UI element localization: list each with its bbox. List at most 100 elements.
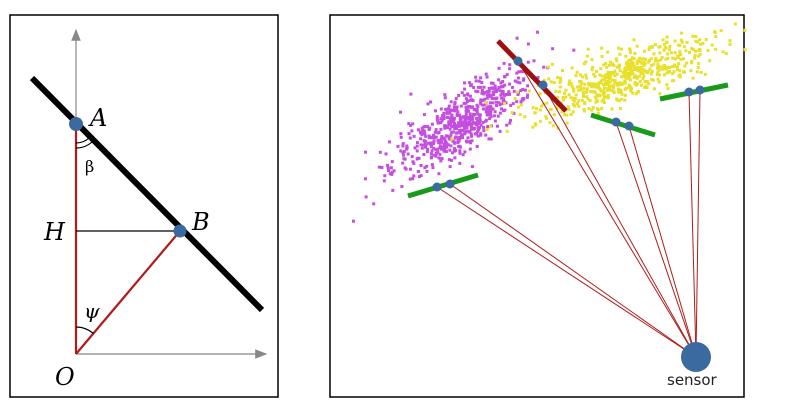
cloud-point bbox=[602, 97, 606, 101]
cloud-point bbox=[552, 81, 556, 85]
cloud-point bbox=[465, 106, 469, 110]
cloud-point bbox=[519, 69, 523, 73]
cloud-point bbox=[482, 125, 486, 129]
cloud-point bbox=[422, 153, 426, 156]
right-panel: sensor bbox=[329, 14, 747, 398]
label-beta: β bbox=[85, 157, 94, 176]
cloud-point bbox=[615, 83, 619, 87]
cloud-point bbox=[621, 71, 625, 75]
cloud-point bbox=[457, 138, 461, 142]
cloud-point bbox=[613, 69, 617, 73]
cloud-point bbox=[443, 124, 447, 128]
cloud-point bbox=[444, 140, 447, 144]
cloud-point bbox=[415, 144, 419, 148]
cloud-point bbox=[515, 80, 519, 84]
cloud-point bbox=[420, 126, 424, 130]
cloud-point bbox=[479, 132, 483, 136]
cloud-point bbox=[654, 59, 657, 63]
cloud-point bbox=[629, 89, 633, 93]
cloud-point bbox=[449, 122, 452, 126]
cloud-point bbox=[448, 117, 452, 121]
cloud-point bbox=[424, 140, 428, 143]
cloud-point bbox=[516, 76, 520, 80]
cloud-point bbox=[465, 129, 469, 133]
cloud-point bbox=[502, 97, 506, 101]
cloud-point bbox=[472, 127, 476, 131]
cloud-point bbox=[665, 35, 669, 39]
cloud-point bbox=[476, 105, 480, 109]
cloud-point bbox=[501, 80, 505, 83]
cloud-point bbox=[425, 164, 429, 168]
cloud-point bbox=[565, 113, 569, 117]
cloud-point bbox=[606, 93, 610, 97]
cloud-point bbox=[390, 172, 394, 176]
cloud-point bbox=[460, 91, 464, 95]
cloud-point bbox=[583, 90, 587, 94]
cloud-point bbox=[641, 77, 645, 81]
cloud-point bbox=[512, 89, 516, 93]
cloud-point bbox=[428, 126, 432, 130]
cloud-point bbox=[662, 48, 666, 52]
cloud-point bbox=[474, 79, 478, 83]
cloud-point bbox=[535, 107, 538, 110]
cloud-point bbox=[619, 97, 623, 101]
cloud-point bbox=[447, 107, 450, 111]
cloud-point bbox=[668, 66, 672, 69]
cloud-point bbox=[652, 87, 656, 91]
cloud-point bbox=[648, 58, 651, 62]
cloud-point bbox=[572, 89, 576, 93]
cloud-point bbox=[472, 121, 476, 125]
cloud-point bbox=[604, 75, 608, 79]
cloud-point bbox=[495, 104, 498, 107]
cloud-point bbox=[439, 107, 443, 111]
cloud-point bbox=[493, 97, 496, 101]
cloud-point bbox=[728, 39, 732, 43]
cloud-point bbox=[433, 130, 437, 134]
cloud-point bbox=[606, 96, 610, 100]
cloud-point bbox=[407, 122, 411, 126]
cloud-point bbox=[673, 64, 677, 68]
cloud-point bbox=[743, 28, 747, 32]
cloud-point bbox=[565, 121, 569, 125]
cloud-point bbox=[591, 65, 595, 69]
cloud-point bbox=[637, 90, 640, 94]
cloud-point bbox=[454, 148, 457, 152]
cloud-point bbox=[425, 169, 429, 173]
cloud-point bbox=[587, 107, 591, 111]
cloud-point bbox=[694, 49, 698, 53]
cloud-point bbox=[364, 177, 367, 181]
cloud-point bbox=[695, 70, 699, 74]
cloud-point bbox=[476, 130, 480, 134]
cloud-point bbox=[571, 110, 575, 114]
cloud-point bbox=[586, 97, 590, 101]
cloud-point bbox=[468, 120, 471, 124]
cloud-point bbox=[439, 121, 443, 125]
cloud-point bbox=[390, 170, 394, 174]
cloud-point bbox=[632, 38, 636, 42]
cloud-point bbox=[623, 81, 627, 85]
cloud-point bbox=[491, 90, 495, 94]
cloud-point bbox=[624, 66, 628, 70]
cloud-point bbox=[654, 57, 658, 60]
cloud-point bbox=[510, 111, 514, 115]
cloud-point bbox=[490, 86, 494, 90]
cloud-point bbox=[638, 68, 642, 72]
cloud-point bbox=[463, 150, 467, 154]
cloud-point bbox=[567, 93, 571, 97]
cloud-point bbox=[446, 143, 450, 147]
cloud-point bbox=[518, 113, 522, 117]
cloud-point bbox=[661, 38, 665, 42]
cloud-point bbox=[602, 89, 606, 93]
cloud-point bbox=[453, 136, 457, 140]
label-o: O bbox=[55, 363, 75, 391]
cloud-point bbox=[666, 57, 670, 60]
cloud-point bbox=[607, 63, 611, 67]
cloud-point bbox=[489, 112, 493, 116]
cloud-point bbox=[463, 118, 467, 121]
cloud-point bbox=[426, 147, 430, 151]
cloud-point bbox=[500, 92, 504, 95]
cloud-point bbox=[422, 143, 426, 147]
cloud-point bbox=[479, 102, 483, 106]
cloud-point bbox=[583, 82, 587, 86]
cloud-point bbox=[485, 128, 489, 131]
